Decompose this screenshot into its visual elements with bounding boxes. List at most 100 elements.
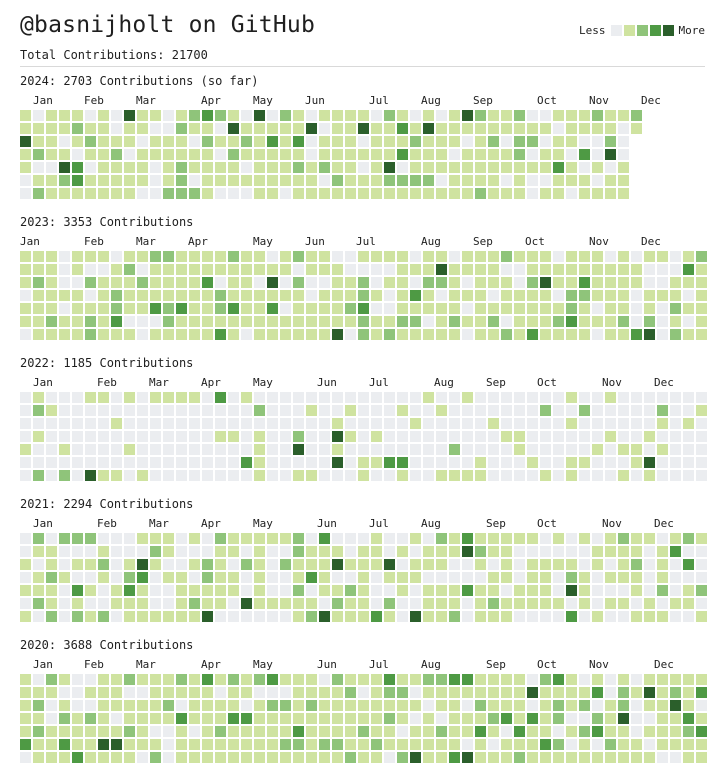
contribution-day <box>631 700 642 711</box>
contribution-day <box>345 674 356 685</box>
contribution-day <box>618 264 629 275</box>
month-label: Oct <box>537 658 557 671</box>
contribution-day <box>488 290 499 301</box>
contribution-day <box>540 739 551 750</box>
contribution-day <box>59 329 70 340</box>
contribution-day <box>163 598 174 609</box>
contribution-day <box>332 546 343 557</box>
contribution-day <box>449 110 460 121</box>
contribution-day <box>371 149 382 160</box>
contribution-day <box>566 713 577 724</box>
contribution-day <box>449 674 460 685</box>
contribution-day <box>618 444 629 455</box>
contribution-day <box>176 546 187 557</box>
month-label: Oct <box>537 376 557 389</box>
contribution-day <box>228 559 239 570</box>
contribution-day <box>540 264 551 275</box>
contribution-day <box>46 123 57 134</box>
contribution-day <box>553 110 564 121</box>
contribution-day <box>384 123 395 134</box>
contribution-day <box>163 572 174 583</box>
contribution-day <box>189 188 200 199</box>
contribution-day <box>566 470 577 481</box>
contribution-day <box>280 175 291 186</box>
contribution-day <box>670 559 681 570</box>
contribution-day <box>189 136 200 147</box>
contribution-day <box>111 162 122 173</box>
contribution-day <box>527 546 538 557</box>
contribution-day <box>176 572 187 583</box>
contribution-day <box>111 585 122 596</box>
year-label: 2021: 2294 Contributions <box>20 497 194 511</box>
contribution-day <box>566 739 577 750</box>
contribution-day <box>20 110 31 121</box>
contribution-day <box>46 546 57 557</box>
contribution-day <box>85 546 96 557</box>
contribution-day <box>345 162 356 173</box>
contribution-day <box>241 277 252 288</box>
month-label: Apr <box>201 376 221 389</box>
contribution-day <box>553 264 564 275</box>
contribution-day <box>72 559 83 570</box>
contribution-day <box>254 123 265 134</box>
contribution-day <box>215 700 226 711</box>
contribution-day <box>150 392 161 403</box>
contribution-day <box>696 611 707 622</box>
contribution-day <box>644 752 655 763</box>
contribution-day <box>46 149 57 160</box>
contribution-day <box>215 123 226 134</box>
contribution-day <box>618 136 629 147</box>
contribution-day <box>293 533 304 544</box>
contribution-day <box>423 674 434 685</box>
month-label: Aug <box>421 94 441 107</box>
contribution-day <box>280 418 291 429</box>
contribution-day <box>267 457 278 468</box>
contribution-day <box>488 444 499 455</box>
contribution-day <box>332 598 343 609</box>
contribution-day <box>527 559 538 570</box>
contribution-day <box>202 303 213 314</box>
contribution-day <box>358 444 369 455</box>
contribution-day <box>85 431 96 442</box>
contribution-day <box>514 533 525 544</box>
contribution-day <box>98 444 109 455</box>
contribution-day <box>553 752 564 763</box>
contribution-day <box>228 162 239 173</box>
contribution-day <box>33 752 44 763</box>
contribution-day <box>176 674 187 685</box>
contribution-day <box>254 405 265 416</box>
contribution-day <box>488 162 499 173</box>
contribution-day <box>397 598 408 609</box>
contribution-day <box>345 585 356 596</box>
divider <box>20 66 705 67</box>
contribution-day <box>358 136 369 147</box>
contribution-day <box>618 418 629 429</box>
contribution-day <box>254 533 265 544</box>
contribution-day <box>267 110 278 121</box>
contribution-day <box>59 572 70 583</box>
contribution-day <box>527 457 538 468</box>
contribution-day <box>202 752 213 763</box>
contribution-day <box>475 585 486 596</box>
contribution-day <box>592 316 603 327</box>
contribution-day <box>293 431 304 442</box>
contribution-day <box>85 290 96 301</box>
contribution-day <box>20 687 31 698</box>
contribution-day <box>371 123 382 134</box>
contribution-day <box>358 546 369 557</box>
contribution-day <box>241 611 252 622</box>
contribution-day <box>111 329 122 340</box>
contribution-day <box>228 444 239 455</box>
contribution-day <box>98 470 109 481</box>
contribution-day <box>592 559 603 570</box>
contribution-day <box>683 585 694 596</box>
contribution-day <box>683 752 694 763</box>
contribution-day <box>150 585 161 596</box>
contribution-day <box>514 303 525 314</box>
contribution-day <box>254 136 265 147</box>
contribution-day <box>449 418 460 429</box>
contribution-day <box>358 418 369 429</box>
contribution-day <box>20 752 31 763</box>
contribution-day <box>293 136 304 147</box>
contribution-day <box>462 162 473 173</box>
